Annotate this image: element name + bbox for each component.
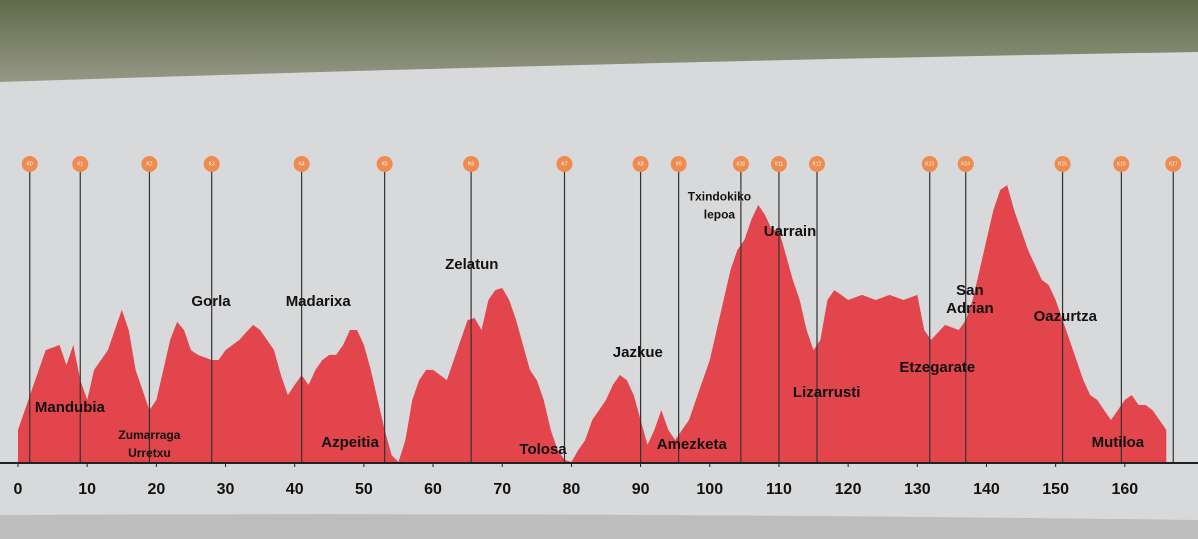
- x-tick-label: 70: [493, 481, 511, 498]
- place-label: Tolosa: [519, 441, 567, 458]
- x-tick-label: 50: [355, 481, 373, 498]
- x-tick-label: 150: [1042, 481, 1069, 498]
- place-label: San: [956, 282, 984, 299]
- place-label: Lizarrusti: [793, 384, 861, 401]
- place-label: Urretxu: [128, 446, 171, 460]
- checkpoint-label: K10: [736, 161, 745, 167]
- checkpoint-label: K2: [146, 161, 152, 167]
- place-label: Gorla: [191, 293, 231, 310]
- checkpoint-label: K4: [299, 161, 305, 167]
- place-label: Mutiloa: [1092, 434, 1145, 451]
- x-tick-label: 120: [835, 481, 862, 498]
- x-tick-label: 10: [78, 481, 96, 498]
- checkpoint-label: K12: [813, 161, 822, 167]
- checkpoint-marker: [808, 156, 825, 172]
- x-tick-label: 100: [696, 481, 723, 498]
- x-tick-label: 140: [973, 481, 1000, 498]
- place-label: lepoa: [704, 207, 736, 221]
- x-tick-label: 40: [286, 481, 304, 498]
- checkpoint-marker: [1165, 156, 1182, 172]
- x-tick-label: 80: [563, 481, 581, 498]
- place-label: Oazurtza: [1034, 308, 1098, 325]
- x-tick-label: 0: [14, 481, 23, 498]
- checkpoint-marker: [556, 156, 573, 172]
- checkpoint-marker: [21, 156, 38, 172]
- x-tick-label: 90: [632, 481, 650, 498]
- checkpoint-marker: [1113, 156, 1130, 172]
- place-label: Uarrain: [764, 223, 817, 240]
- x-tick-label: 160: [1111, 481, 1138, 498]
- checkpoint-marker: [770, 156, 787, 172]
- checkpoint-label: K13: [925, 161, 934, 167]
- checkpoint-label: K0: [27, 161, 33, 167]
- checkpoint-label: K9: [676, 161, 682, 167]
- place-label: Amezketa: [657, 436, 728, 453]
- x-tick-label: 130: [904, 481, 931, 498]
- checkpoint-label: K6: [468, 161, 474, 167]
- checkpoint-marker: [376, 156, 393, 172]
- checkpoint-marker: [72, 156, 89, 172]
- place-label: Zelatun: [445, 256, 498, 273]
- checkpoint-marker: [203, 156, 220, 172]
- place-label: Jazkue: [613, 344, 663, 361]
- place-label: Mandubia: [35, 399, 106, 416]
- checkpoint-marker: [632, 156, 649, 172]
- checkpoint-label: K15: [1058, 161, 1067, 167]
- x-tick-label: 110: [766, 481, 792, 498]
- checkpoint-label: K14: [961, 161, 970, 167]
- checkpoint-marker: [463, 156, 480, 172]
- x-tick-label: 20: [147, 481, 165, 498]
- checkpoint-marker: [141, 156, 158, 172]
- checkpoint-marker: [921, 156, 938, 172]
- place-label: Txindokiko: [688, 189, 751, 203]
- checkpoint-marker: [1054, 156, 1071, 172]
- elevation-area: [18, 185, 1167, 462]
- checkpoint-label: K17: [1169, 161, 1178, 167]
- place-label: Etzegarate: [899, 359, 975, 376]
- checkpoint-label: K8: [638, 161, 644, 167]
- checkpoint-label: K3: [209, 161, 215, 167]
- checkpoint-label: K16: [1117, 161, 1126, 167]
- checkpoint-marker: [732, 156, 749, 172]
- checkpoint-marker: [957, 156, 974, 172]
- place-label: Zumarraga: [118, 428, 180, 442]
- x-tick-label: 30: [217, 481, 235, 498]
- place-label: Adrian: [946, 300, 994, 317]
- checkpoint-label: K11: [775, 161, 784, 167]
- checkpoint-label: K7: [561, 161, 567, 167]
- checkpoint-label: K1: [77, 161, 83, 167]
- checkpoint-marker: [670, 156, 687, 172]
- checkpoint-label: K5: [382, 161, 388, 167]
- place-label: Azpeitia: [321, 434, 379, 451]
- checkpoint-marker: [293, 156, 310, 172]
- place-label: Madarixa: [286, 293, 352, 310]
- x-tick-label: 60: [424, 481, 442, 498]
